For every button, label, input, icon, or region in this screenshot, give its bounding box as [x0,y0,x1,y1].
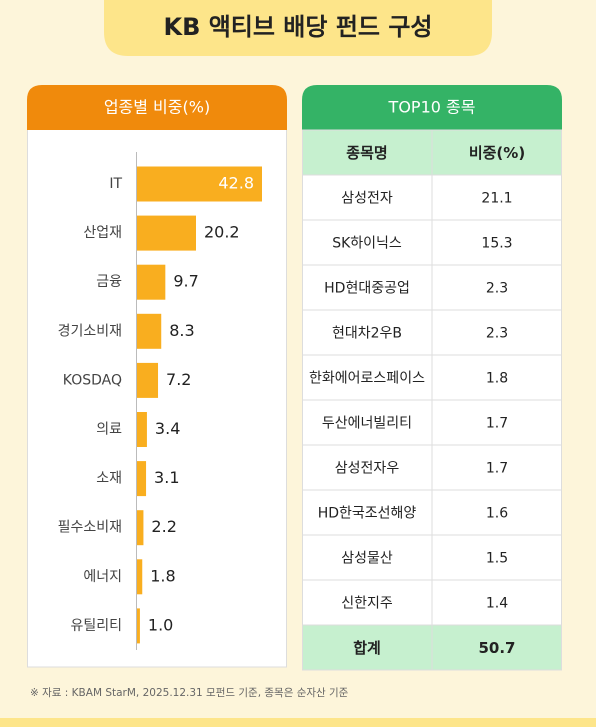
table-row-cell: 1.4 [486,596,508,612]
title-pill [104,0,492,56]
value-label: 20.2 [204,223,240,242]
table-row-cell: 2.3 [486,281,508,297]
value-label: 8.3 [169,321,194,340]
value-label: 1.8 [150,566,175,585]
table-row-cell: 두산에너빌리티 [322,416,412,432]
table-header-cell: 비중(%) [469,144,525,162]
category-label: 경기소비재 [58,323,122,339]
value-label: 2.2 [151,517,176,536]
bar [137,166,262,202]
category-label: 소재 [96,471,122,487]
table-row-cell: 1.7 [486,461,508,477]
table-header-cell: 종목명 [346,144,387,162]
chart-header [27,85,287,130]
table-header-bar [302,85,562,130]
table-row-cell: 15.3 [481,236,512,252]
value-label: 3.1 [154,468,179,487]
bar [137,510,144,546]
bar [137,313,162,349]
table-row-cell: HD한국조선해양 [318,506,417,522]
table-row-cell: 한화에어로스페이스 [309,371,425,387]
chart-title: 업종별 비중(%) [104,98,210,117]
table-row-cell: 21.1 [481,191,512,207]
bar [137,608,140,644]
value-label: 3.4 [155,419,180,438]
category-label: 에너지 [83,569,122,585]
table-row-cell: 신한지주 [341,596,393,612]
table-row-cell: 삼성전자 [341,191,393,207]
page-title: KB 액티브 배당 펀드 구성 [163,13,432,41]
table-row-cell: 1.6 [486,506,508,522]
category-label: 유틸리티 [70,618,122,634]
bar [137,264,166,300]
table-row-cell: HD현대중공업 [324,281,410,297]
value-label: 7.2 [166,370,191,389]
table-row-cell: 삼성전자우 [335,461,400,477]
table-row-cell: 1.8 [486,371,508,387]
bar [137,559,143,595]
bar [137,215,196,251]
bottom-strip [0,718,596,727]
table-row-cell: 1.5 [486,551,508,567]
bar [137,412,147,447]
category-label: 필수소비재 [58,520,122,536]
table-row-cell: 1.7 [486,416,508,432]
category-label: 산업재 [83,225,122,241]
category-label: KOSDAQ [63,372,122,388]
value-label: 42.8 [218,174,254,193]
table-title: TOP10 종목 [388,98,476,117]
category-label: 금융 [96,274,122,290]
table-row-cell: SK하이닉스 [332,236,402,252]
table-row-cell: 삼성물산 [341,551,393,567]
category-label: IT [109,176,122,192]
bar [137,461,147,497]
value-label: 9.7 [173,272,198,291]
table-row-cell: 현대차2우B [332,326,402,342]
table: 종목명 비중(%) 삼성전자 21.1 SK하이닉스 15.3 HD현대중공업 2.3 현대차2… [302,129,562,671]
source-note: ※ 자료 : KBAM StarM, 2025.12.31 모펀드 기준, 종목… [30,687,349,699]
table-footer-cell: 50.7 [478,639,515,657]
value-label: 1.0 [148,615,173,634]
bar [137,362,159,398]
table-row-cell: 2.3 [486,326,508,342]
category-label: 의료 [96,422,122,438]
table-footer-cell: 합계 [353,639,381,657]
